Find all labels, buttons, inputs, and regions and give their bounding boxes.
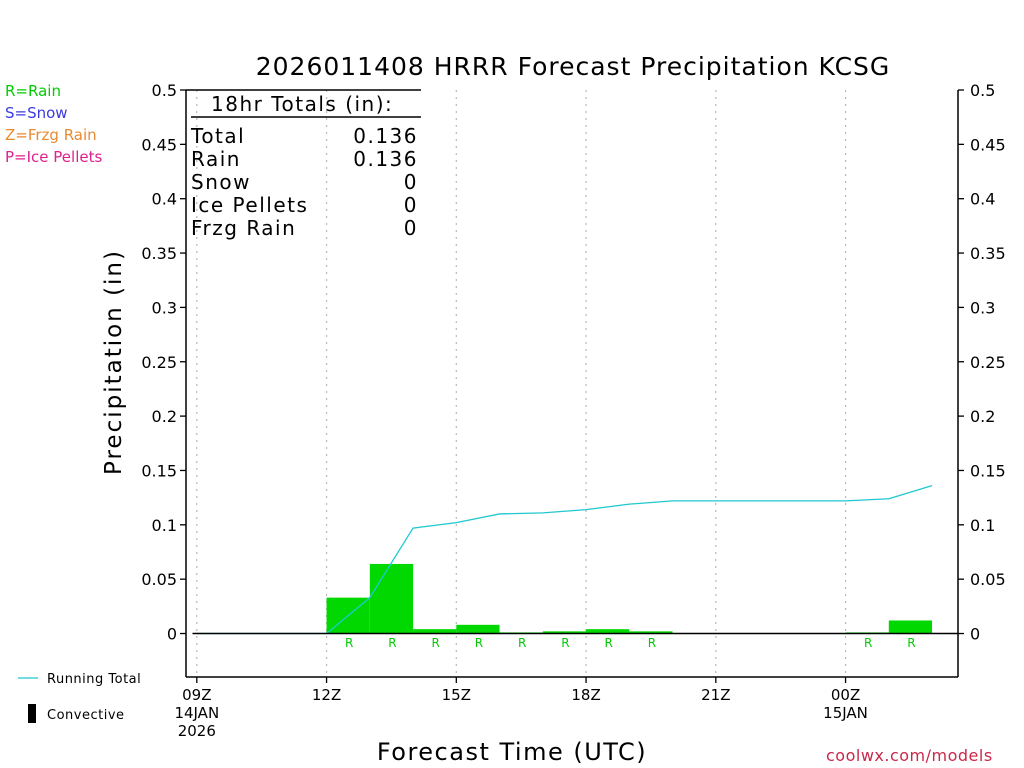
- ptype-label: R: [864, 636, 872, 650]
- legend-frzg-rain: Z=Frzg Rain: [5, 126, 97, 144]
- ptype-label: R: [605, 636, 613, 650]
- y-tick-label-right: 0.25: [970, 353, 1006, 372]
- precip-bar: [629, 631, 673, 634]
- x-tick-label: 18Z: [571, 686, 600, 704]
- totals-row-value: 0: [404, 193, 418, 217]
- x-tick-label: 12Z: [312, 686, 341, 704]
- legend-ice-pellets: P=Ice Pellets: [5, 148, 103, 166]
- y-tick-label-right: 0.35: [970, 244, 1006, 263]
- x-tick-label: 00Z: [831, 686, 860, 704]
- precip-bar: [888, 620, 933, 634]
- y-tick-label-left: 0.2: [152, 407, 177, 426]
- ptype-label: R: [345, 636, 353, 650]
- precip-bar: [456, 624, 500, 634]
- ptype-label: R: [432, 636, 440, 650]
- bar-series: [326, 563, 933, 634]
- totals-row-label: Ice Pellets: [191, 193, 308, 217]
- y-tick-label-left: 0.25: [141, 353, 177, 372]
- precip-bar: [413, 629, 457, 634]
- y-tick-label-right: 0.1: [970, 516, 995, 535]
- y-tick-label-left: 0.5: [152, 81, 177, 100]
- x-tick-label: 2026: [178, 722, 216, 740]
- totals-row-value: 0.136: [353, 147, 418, 171]
- y-tick-label-left: 0.3: [152, 298, 177, 317]
- tick-labels: 0 00.05 0.050.1 0.10.15 0.150.2 0.20.25 0.250.…: [141, 81, 1005, 740]
- precip-type-legend: R=Rain S=Snow Z=Frzg Rain P=Ice Pellets: [5, 80, 102, 168]
- y-tick-label-left: 0.15: [141, 461, 177, 480]
- y-tick-label-left: 0.45: [141, 135, 177, 154]
- y-tick-label-left: 0.4: [152, 190, 177, 209]
- y-tick-label-right: 0.4: [970, 190, 995, 209]
- totals-row-label: Snow: [191, 170, 251, 194]
- y-tick-label-left: 0: [167, 625, 177, 644]
- x-axis-label: Forecast Time (UTC): [377, 738, 647, 766]
- y-tick-label-right: 0.45: [970, 135, 1006, 154]
- axes: [180, 89, 964, 683]
- chart-title: 2026011408 HRRR Forecast Precipitation K…: [256, 52, 891, 81]
- totals-row-value: 0.136: [353, 124, 418, 148]
- totals-row-value: 0: [404, 170, 418, 194]
- totals-row-label: Rain: [191, 147, 241, 171]
- ptype-label: R: [648, 636, 656, 650]
- x-tick-label: 09Z: [182, 686, 211, 704]
- y-tick-label-left: 0.35: [141, 244, 177, 263]
- convective-legend-swatch: [28, 704, 36, 723]
- legend-rain: R=Rain: [5, 82, 61, 100]
- y-axis-label: Precipitation (in): [101, 249, 127, 475]
- ptype-label: R: [561, 636, 569, 650]
- totals-row-value: 0: [404, 216, 418, 240]
- y-tick-label-left: 0.1: [152, 516, 177, 535]
- y-tick-label-right: 0.2: [970, 407, 995, 426]
- gridlines: [196, 90, 847, 677]
- totals-heading: 18hr Totals (in):: [211, 92, 393, 116]
- bottom-legend: Running Total Convective: [18, 672, 141, 723]
- convective-legend-label: Convective: [47, 708, 125, 723]
- x-tick-label: 14JAN: [174, 704, 219, 722]
- totals-box: 18hr Totals (in): Total 0.136 Rain 0.136 Sno…: [190, 92, 421, 240]
- legend-snow: S=Snow: [5, 104, 68, 122]
- running-total-series: [196, 485, 933, 635]
- x-tick-label: 15Z: [442, 686, 471, 704]
- running-total-legend-label: Running Total: [47, 672, 141, 687]
- totals-row-label: Total: [190, 124, 245, 148]
- y-tick-label-right: 0.15: [970, 461, 1006, 480]
- y-tick-label-right: 0.3: [970, 298, 995, 317]
- y-tick-label-left: 0.05: [141, 570, 177, 589]
- totals-row-label: Frzg Rain: [191, 216, 296, 240]
- x-tick-label: 21Z: [701, 686, 730, 704]
- x-tick-label: 15JAN: [823, 704, 868, 722]
- y-tick-label-right: 0: [970, 625, 980, 644]
- precip-bar: [542, 631, 587, 634]
- running-total-line: [196, 485, 933, 635]
- credit-link[interactable]: coolwx.com/models: [826, 746, 993, 765]
- ptype-label: R: [388, 636, 396, 650]
- ptype-label: R: [518, 636, 526, 650]
- y-tick-label-right: 0.05: [970, 570, 1006, 589]
- ptype-label: R: [475, 636, 483, 650]
- ptype-label: R: [907, 636, 915, 650]
- y-tick-label-right: 0.5: [970, 81, 995, 100]
- precip-bar: [369, 563, 414, 634]
- precip-bar: [586, 629, 630, 634]
